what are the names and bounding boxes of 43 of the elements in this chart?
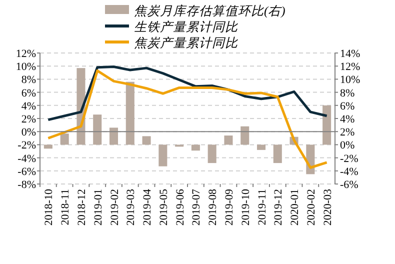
y2-tick-label: 14% [340,48,360,60]
x-tick-label: 2018-10 [43,188,56,226]
y2-tick-label: 0% [340,140,355,152]
x-tick-label: 2019-09 [223,188,236,226]
x-tick-label: 2020-01 [289,189,302,226]
x-tick-label: 2018-11 [60,189,72,226]
legend-label: 焦炭月库存估算值环比(右) [134,4,286,18]
y2-tick-label: 2% [340,126,355,139]
y-tick-label: 8% [21,74,36,86]
x-tick-label: 2019-11 [256,189,268,226]
x-tick-label: 2019-08 [207,188,220,226]
x-tick-label: 2019-07 [190,188,203,226]
y-tick-label: 10% [16,61,36,74]
y-tick-label: 12% [16,48,36,60]
y2-tick-label: 8% [340,87,355,100]
x-tick-label: 2020-02 [305,189,318,226]
x-tick-label: 2018-12 [76,189,88,226]
x-tick-label: 2019-06 [174,188,186,226]
y2-tick-label: 6% [340,100,355,112]
y-tick-label: 6% [21,87,36,100]
y2-tick-label: 4% [340,114,355,126]
x-tick-label: 2019-02 [108,189,121,226]
x-tick-label: 2019-01 [92,189,104,226]
y2-tick-label: 10% [340,74,360,86]
x-tick-label: 2020-03 [322,188,334,226]
y2-tick-label: -2% [340,152,358,165]
y-tick-label: -8% [18,179,36,191]
y2-tick-label: -6% [340,179,358,191]
y-tick-label: 4% [21,100,36,112]
y2-tick-label: 12% [340,61,360,74]
y-tick-label: -4% [18,152,36,165]
x-tick-label: 2019-03 [125,188,138,226]
y-tick-label: 2% [21,114,36,126]
y2-tick-label: -4% [340,166,358,178]
x-tick-label: 2019-04 [142,188,154,226]
y-tick-label: -6% [18,166,36,178]
legend-label: 焦炭产量累计同比 [134,36,239,50]
x-tick-label: 2019-10 [240,188,252,226]
x-tick-label: 2019-12 [272,189,285,226]
legend-label: 生铁产量累计同比 [134,20,239,34]
x-tick-label: 2019-05 [158,188,170,226]
y-tick-label: 0% [21,126,36,139]
y-tick-label: -2% [18,140,36,152]
